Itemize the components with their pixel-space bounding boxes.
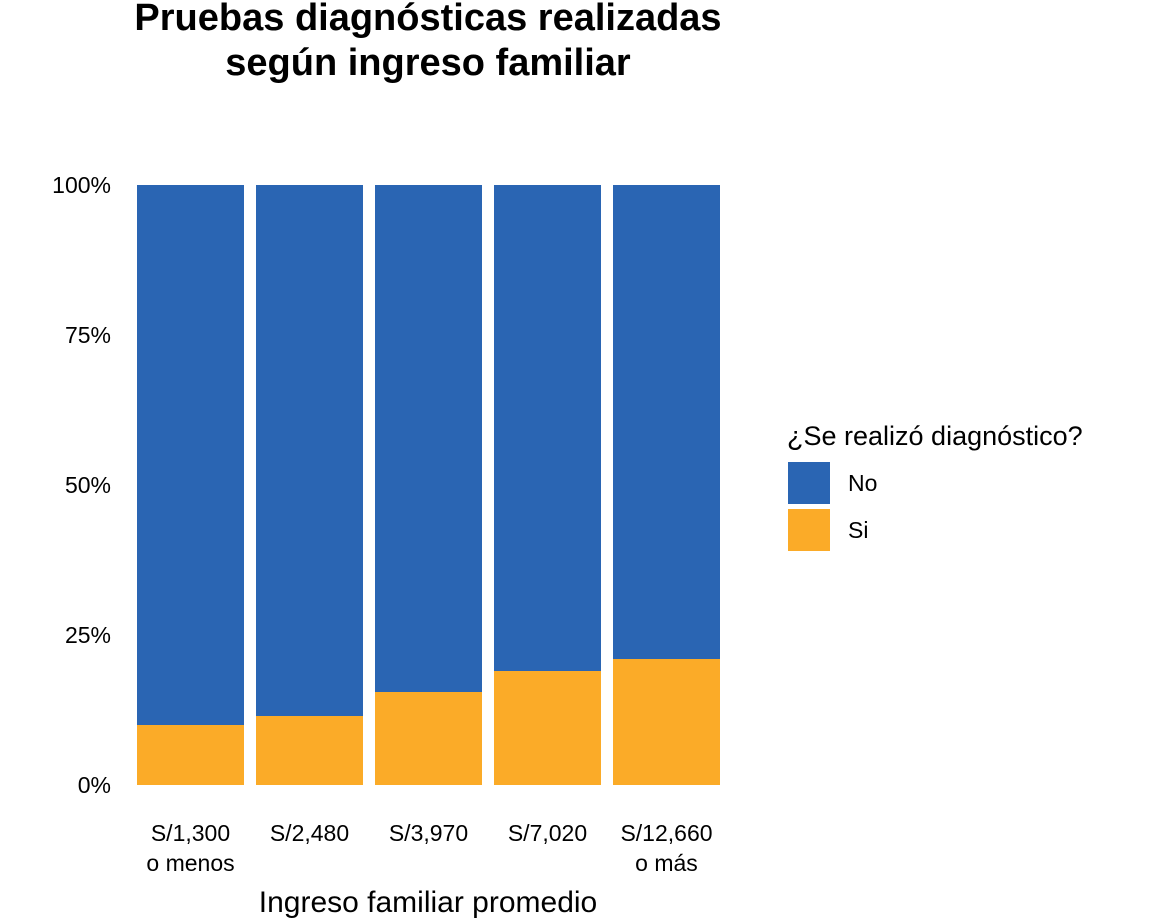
y-axis-ticks: 0% 25% 50% 75% 100%: [52, 172, 111, 798]
legend: ¿Se realizó diagnóstico? No Si: [787, 421, 1083, 551]
y-tick-label: 50%: [65, 472, 111, 498]
x-tick-label: S/7,020: [508, 820, 587, 846]
bar-si-5: [613, 659, 720, 785]
bar-si-3: [375, 692, 482, 785]
legend-swatch-si: [788, 509, 830, 551]
bars-group: [137, 185, 720, 785]
bar-si-1: [137, 725, 244, 785]
bar-no-5: [613, 185, 720, 659]
y-tick-label: 100%: [52, 172, 111, 198]
x-axis-label: Ingreso familiar promedio: [259, 886, 597, 919]
chart-title-line-2: según ingreso familiar: [225, 42, 631, 84]
chart-title-line-1: Pruebas diagnósticas realizadas: [134, 0, 722, 39]
legend-title: ¿Se realizó diagnóstico?: [787, 421, 1083, 451]
x-tick-label: S/2,480: [270, 820, 349, 846]
bar-no-4: [494, 185, 601, 671]
x-tick-label: S/1,300: [151, 820, 230, 846]
chart-title: Pruebas diagnósticas realizadas según in…: [0, 0, 856, 86]
bar-no-1: [137, 185, 244, 725]
y-tick-label: 0%: [78, 772, 111, 798]
legend-label-no: No: [848, 470, 877, 496]
x-tick-label: o más: [635, 850, 698, 876]
y-tick-label: 25%: [65, 622, 111, 648]
bar-si-2: [256, 716, 363, 785]
x-tick-label: S/3,970: [389, 820, 468, 846]
legend-swatch-no: [788, 462, 830, 504]
legend-label-si: Si: [848, 517, 868, 543]
y-tick-label: 75%: [65, 322, 111, 348]
bar-si-4: [494, 671, 601, 785]
x-tick-label: o menos: [146, 850, 234, 876]
x-axis-ticks: S/1,300 o menos S/2,480 S/3,970 S/7,020 S/12,…: [146, 820, 712, 876]
bar-no-3: [375, 185, 482, 692]
x-tick-label: S/12,660: [620, 820, 712, 846]
legend-entries: No Si: [788, 462, 877, 551]
bar-no-2: [256, 185, 363, 716]
